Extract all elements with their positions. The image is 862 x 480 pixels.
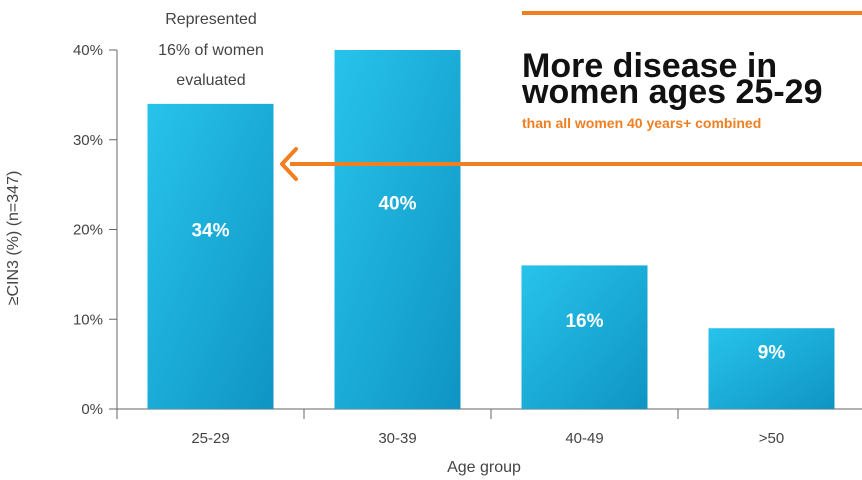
- y-axis: 0% 10% 20% 30% 40%: [73, 42, 118, 418]
- y-axis-title: ≥CIN3 (%) (n=347): [5, 171, 22, 306]
- bars: [147, 50, 835, 409]
- annotation-note-line-1: Represented: [165, 11, 257, 28]
- bar-value-labels: 34% 40% 16% 9%: [191, 194, 785, 364]
- annotation-note-line-2: 16% of women: [158, 42, 264, 59]
- bar-30-39: [334, 50, 461, 409]
- callout: More disease in women ages 25-29 than al…: [280, 11, 862, 181]
- callout-headline-line-1: More disease in: [522, 47, 777, 85]
- bar-40-49: [521, 265, 648, 409]
- bar-value-label: 40%: [378, 194, 416, 215]
- y-tick-label: 20%: [73, 222, 103, 239]
- x-tick-label: 30-39: [378, 430, 416, 447]
- bar-value-label: 9%: [758, 343, 786, 364]
- category-labels: 25-29 30-39 40-49 >50: [191, 430, 784, 447]
- y-tick-label: 0%: [81, 401, 103, 418]
- y-tick-label: 30%: [73, 132, 103, 149]
- annotation-note-line-3: evaluated: [176, 72, 245, 89]
- callout-arrow-head: [280, 147, 298, 181]
- x-tick-label: 25-29: [191, 430, 229, 447]
- callout-subhead: than all women 40 years+ combined: [522, 115, 761, 131]
- y-tick-label: 40%: [73, 42, 103, 59]
- x-tick-label: 40-49: [565, 430, 603, 447]
- bar-value-label: 34%: [191, 220, 229, 241]
- y-tick-label: 10%: [73, 311, 103, 328]
- callout-accent-rule: [522, 11, 862, 15]
- bar-25-29: [147, 103, 274, 409]
- callout-headline-line-2: women ages 25-29: [521, 73, 822, 111]
- bar->50: [708, 328, 835, 409]
- x-axis: [116, 408, 862, 419]
- x-axis-title: Age group: [447, 459, 521, 476]
- bar-value-label: 16%: [565, 311, 603, 332]
- x-tick-label: >50: [759, 430, 784, 447]
